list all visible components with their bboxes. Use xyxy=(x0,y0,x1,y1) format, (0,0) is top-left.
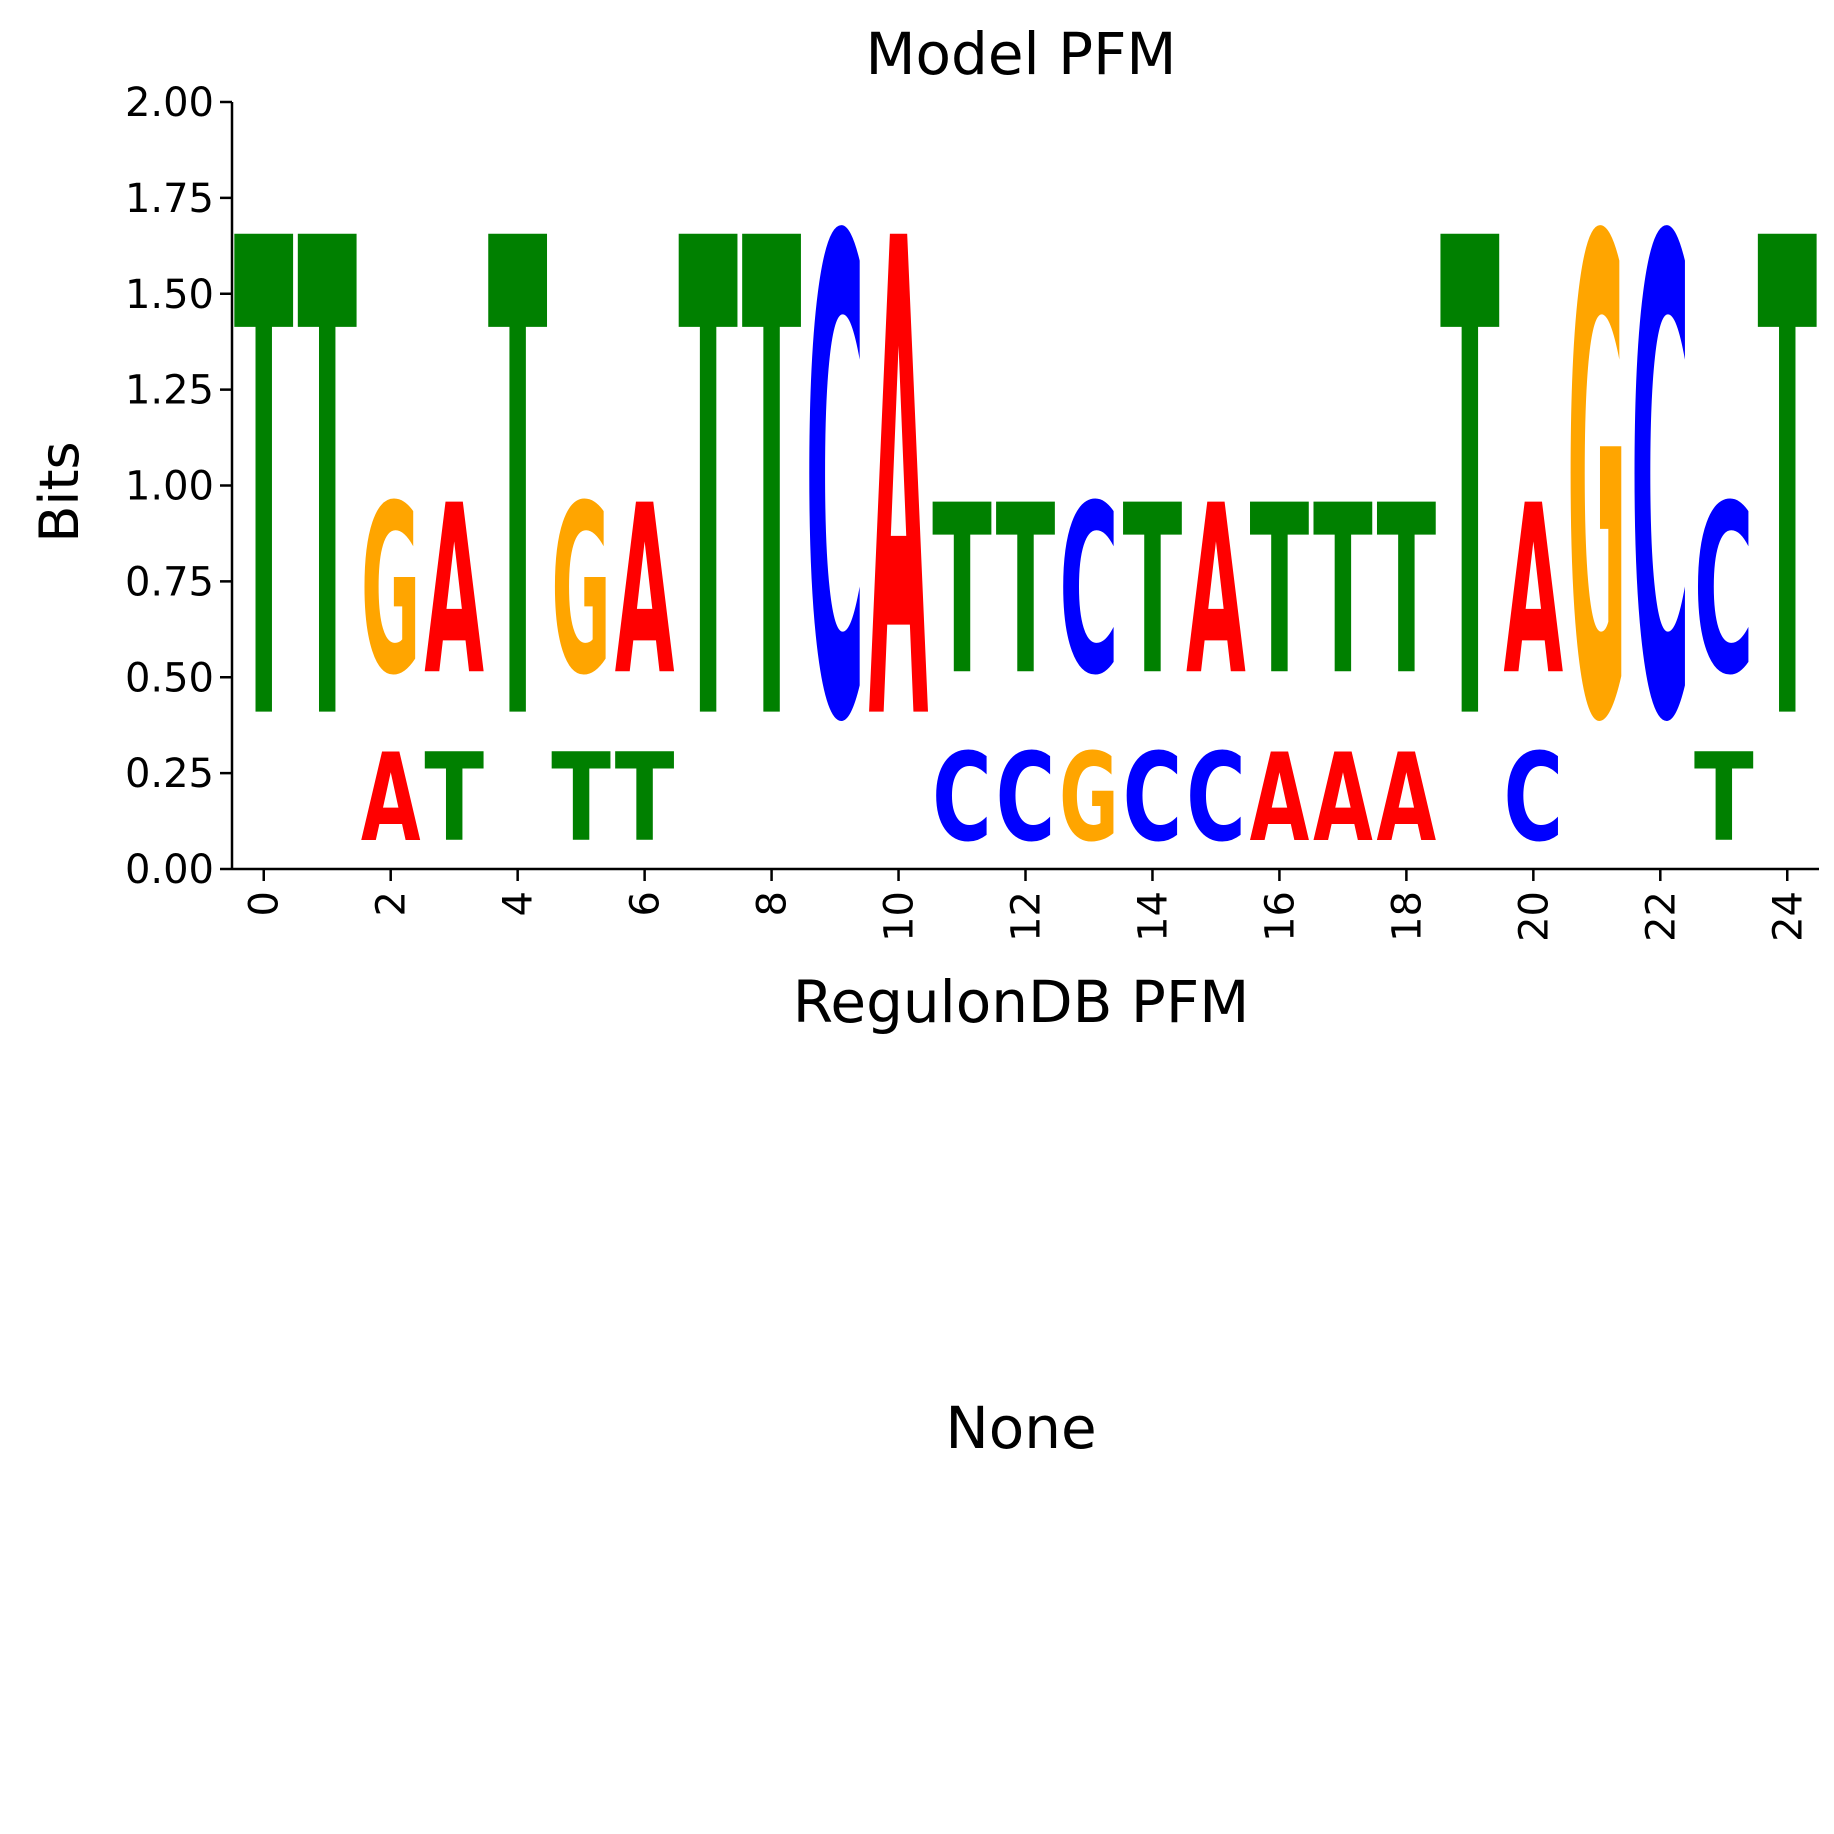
second-panel-title: None xyxy=(945,1394,1096,1462)
x-axis-ticks: 0 2 4 6 8 10 12 14 16 18 20 22 24 xyxy=(242,869,1811,942)
logo-letter-a: A xyxy=(615,455,675,726)
x-tick-label: 16 xyxy=(1257,891,1303,942)
logo-letter-c: C xyxy=(932,728,992,869)
logo-letter-a: A xyxy=(869,105,929,868)
logo-letter-c: C xyxy=(1186,728,1246,869)
logo-letter-a: A xyxy=(361,728,421,869)
logo-letter-t: T xyxy=(297,105,357,868)
logo-letter-t: T xyxy=(742,105,802,868)
x-tick-label: 8 xyxy=(750,891,796,916)
y-tick-label: 0.00 xyxy=(125,847,214,893)
logo-letter-t: T xyxy=(1123,457,1183,727)
logo-letter-t: T xyxy=(1377,457,1437,727)
x-tick-label: 20 xyxy=(1511,891,1557,942)
logo-letter-g: G xyxy=(1059,727,1119,869)
logo-letter-t: T xyxy=(996,457,1056,727)
logo-letter-t: T xyxy=(1440,105,1500,868)
logo-letter-t: T xyxy=(932,457,992,727)
x-tick-label: 0 xyxy=(242,891,288,916)
y-axis-label: Bits xyxy=(28,441,91,542)
x-tick-label: 6 xyxy=(623,891,669,916)
y-tick-label: 1.50 xyxy=(125,272,214,318)
logo-letter-t: T xyxy=(678,105,738,868)
logo-letter-t: T xyxy=(1694,727,1754,868)
logo-letter-a: A xyxy=(1504,455,1564,726)
logo-letter-c: C xyxy=(1504,728,1564,869)
logo-letter-a: A xyxy=(1250,728,1310,869)
logo-letter-a: A xyxy=(424,455,484,726)
y-tick-label: 0.50 xyxy=(125,655,214,701)
y-tick-label: 2.00 xyxy=(125,80,214,126)
logo-letter-t: T xyxy=(1313,457,1373,727)
logo-letter-t: T xyxy=(551,727,611,868)
x-axis-label: RegulonDB PFM xyxy=(793,968,1250,1036)
logo-letter-a: A xyxy=(1377,728,1437,869)
logo-letter-g: G xyxy=(551,455,611,726)
y-tick-label: 1.25 xyxy=(125,368,214,414)
logo-letter-t: T xyxy=(1250,457,1310,727)
y-tick-label: 1.00 xyxy=(125,464,214,510)
logo-letter-t: T xyxy=(234,105,294,868)
logo-letter-t: T xyxy=(615,727,675,868)
logo-letter-c: C xyxy=(805,104,865,867)
logo-letter-c: C xyxy=(996,728,1056,869)
logo-letter-c: C xyxy=(1694,456,1754,727)
y-tick-label: 1.75 xyxy=(125,176,214,222)
y-axis-ticks: 0.00 0.25 0.50 0.75 1.00 1.25 1.50 1.75 2.00 xyxy=(125,80,232,893)
chart-title: Model PFM xyxy=(866,20,1177,88)
logo-letter-c: C xyxy=(1059,456,1119,727)
y-tick-label: 0.25 xyxy=(125,751,214,797)
logo-letter-t: T xyxy=(488,105,548,868)
x-tick-label: 4 xyxy=(496,891,542,916)
x-tick-label: 24 xyxy=(1765,891,1811,942)
logo-letter-g: G xyxy=(1567,103,1627,866)
logo-letter-c: C xyxy=(1630,104,1690,867)
logo-letter-g: G xyxy=(361,455,421,726)
x-tick-label: 14 xyxy=(1130,891,1176,942)
x-tick-label: 2 xyxy=(369,891,415,916)
y-tick-label: 0.75 xyxy=(125,559,214,605)
logo-letter-a: A xyxy=(1313,728,1373,869)
logo-letter-t: T xyxy=(1757,105,1817,868)
logo-letter-a: A xyxy=(1186,455,1246,726)
x-tick-label: 10 xyxy=(877,891,923,942)
logo-letter-c: C xyxy=(1123,728,1183,869)
x-tick-label: 18 xyxy=(1384,891,1430,942)
x-tick-label: 12 xyxy=(1004,891,1050,942)
x-tick-label: 22 xyxy=(1638,891,1684,942)
logo-letter-t: T xyxy=(424,727,484,868)
